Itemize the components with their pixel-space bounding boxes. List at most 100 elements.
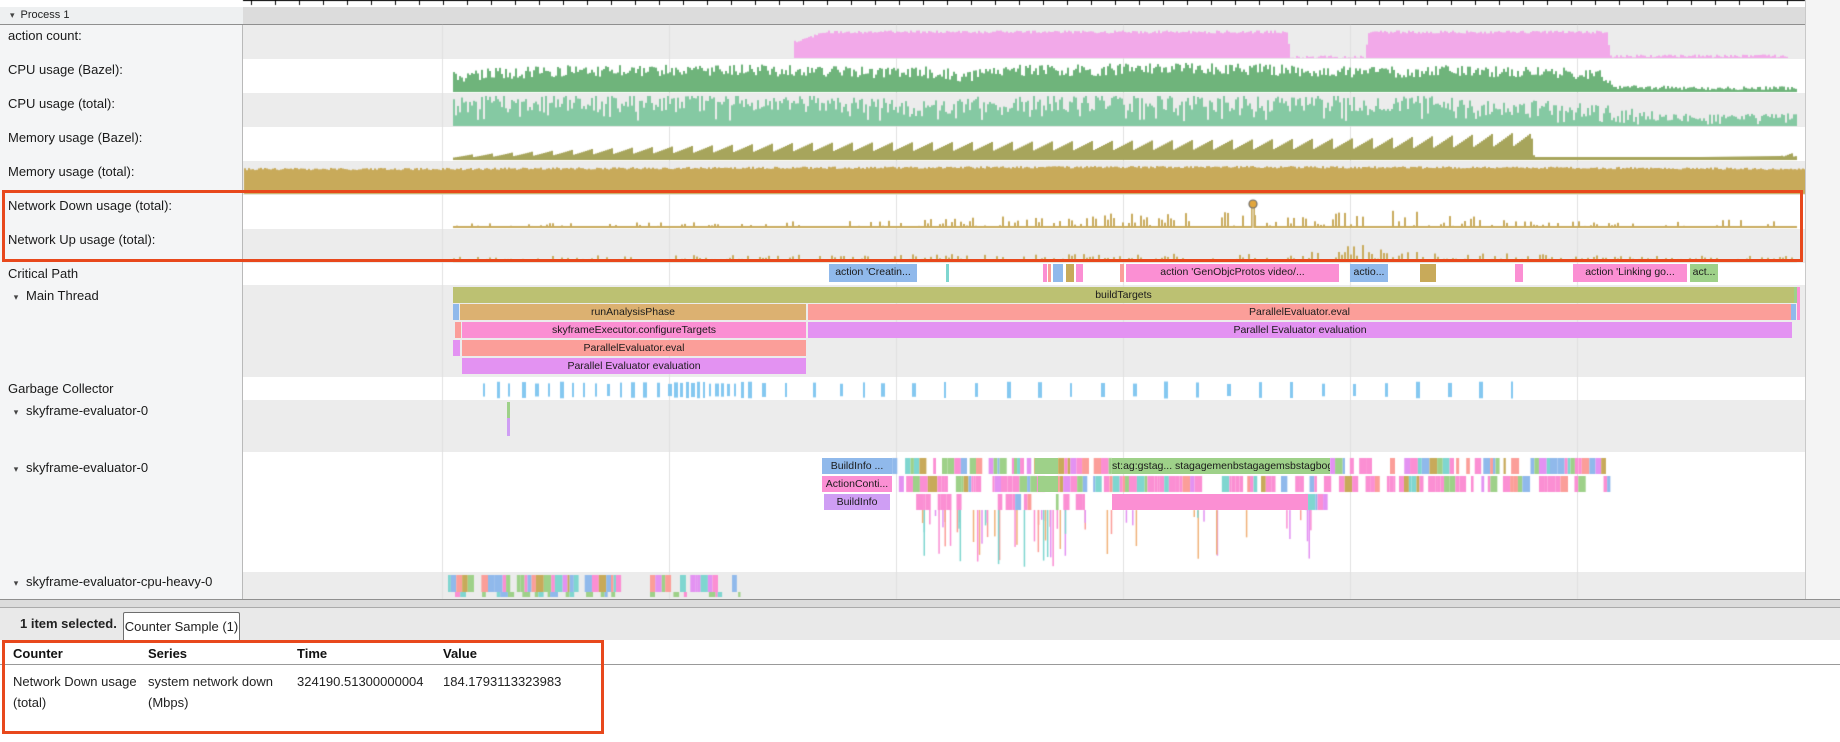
slice-label: runAnalysisPhase [590, 306, 676, 318]
slice-label: Parallel Evaluator evaluation [1233, 324, 1367, 336]
track-label: Memory usage (Bazel): [8, 130, 143, 145]
track-label: action count: [8, 28, 82, 43]
slice-parallelevaluator-eval[interactable]: ParallelEvaluator.eval [808, 304, 1791, 320]
selection-count-label: 1 item selected. [20, 616, 117, 631]
table-cell: Network Down usage (total) [13, 674, 137, 710]
slice-action-linking-go-[interactable]: action 'Linking go... [1573, 264, 1687, 282]
slice-tick[interactable] [1035, 458, 1058, 474]
sidebar-track-skyframe-evaluator-0[interactable]: ▾ skyframe-evaluator-0 [6, 403, 148, 418]
slice-label: Parallel Evaluator evaluation [567, 360, 701, 372]
slice-runanalysisphase[interactable]: runAnalysisPhase [460, 304, 806, 320]
slice-label: BuildInfo [836, 496, 878, 508]
slice-st-ag-gstag-stagagemenbstagage[interactable]: st:ag:gstag... stagagemenbstagagemsbstag… [1112, 458, 1330, 474]
slice-tick[interactable] [1794, 287, 1799, 303]
table-header-value[interactable]: Value [443, 646, 477, 661]
table-cell: system network down (Mbps) [148, 674, 273, 710]
sidebar-track-memory-usage-bazel-[interactable]: Memory usage (Bazel): [6, 130, 142, 145]
sidebar-track-skyframe-evaluator-cpu-heavy-0[interactable]: ▾ skyframe-evaluator-cpu-heavy-0 [6, 574, 213, 589]
table-header-counter[interactable]: Counter [13, 646, 63, 661]
slice-tick[interactable] [1066, 264, 1074, 282]
table-cell: 184.1793113323983 [443, 674, 562, 689]
slice-tick[interactable] [1053, 264, 1063, 282]
track-name-sidebar: action count: CPU usage (Bazel): CPU usage… [0, 25, 243, 599]
sidebar-track-cpu-usage-total-[interactable]: CPU usage (total): [6, 96, 115, 111]
chevron-down-icon[interactable]: ▾ [13, 407, 19, 417]
track-label: Critical Path [8, 266, 79, 281]
slice-skyframeexecutor-configuretarg[interactable]: skyframeExecutor.configureTargets [462, 322, 806, 338]
slice-label: st:ag:gstag... stagagemenbstagagemsbstag… [1112, 460, 1330, 472]
slice-tick[interactable] [1515, 264, 1523, 282]
slice-tick[interactable] [507, 418, 510, 436]
slice-tick[interactable] [455, 322, 461, 338]
slice-tick[interactable] [946, 264, 949, 282]
track-label: Network Down usage (total): [8, 198, 173, 213]
slice-label: action 'Linking go... [1585, 266, 1675, 278]
slice-label: ParallelEvaluator.eval [1249, 306, 1350, 318]
counter-sample-table: Counter Series Time Value Network Down usage… [0, 640, 1840, 742]
slice-label: skyframeExecutor.configureTargets [552, 324, 716, 336]
slice-tick[interactable] [1120, 264, 1124, 282]
slice-actionconti-[interactable]: ActionConti... [822, 476, 892, 492]
slice-parallel-evaluator-evaluation[interactable]: Parallel Evaluator evaluation [462, 358, 806, 374]
sidebar-track-network-up-usage-total-[interactable]: Network Up usage (total): [6, 232, 155, 247]
slice-label: BuildInfo ... [830, 460, 884, 472]
track-label: Garbage Collector [8, 381, 114, 396]
sidebar-track-network-down-usage-total-[interactable]: Network Down usage (total): [6, 198, 172, 213]
track-label: skyframe-evaluator-cpu-heavy-0 [26, 574, 213, 589]
slice-actio-[interactable]: actio... [1350, 264, 1388, 282]
track-label: Main Thread [26, 288, 99, 303]
table-cell: 324190.51300000004 [297, 674, 424, 689]
slice-action-creatin-[interactable]: action 'Creatin... [829, 264, 917, 282]
slice-tick[interactable] [1112, 494, 1308, 510]
track-label: Network Up usage (total): [8, 232, 156, 247]
track-label: skyframe-evaluator-0 [26, 403, 149, 418]
slice-tick[interactable] [1791, 304, 1796, 320]
slice-label: action 'GenObjcProtos video/... [1160, 266, 1305, 278]
slice-tick[interactable] [1797, 287, 1800, 320]
slice-parallelevaluator-eval[interactable]: ParallelEvaluator.eval [462, 340, 806, 356]
slice-label: act... [1692, 266, 1716, 278]
slice-action-genobjcprotos-video-[interactable]: action 'GenObjcProtos video/... [1126, 264, 1339, 282]
slice-tick[interactable] [1048, 264, 1051, 282]
slice-label: actio... [1353, 266, 1385, 278]
track-label: CPU usage (total): [8, 96, 115, 111]
sidebar-track-skyframe-evaluator-0[interactable]: ▾ skyframe-evaluator-0 [6, 460, 148, 475]
table-header-time[interactable]: Time [297, 646, 328, 661]
panel-splitter[interactable] [0, 599, 1840, 608]
slice-tick[interactable] [1420, 264, 1436, 282]
track-label: skyframe-evaluator-0 [26, 460, 149, 475]
slice-tick[interactable] [1043, 264, 1047, 282]
details-tab-strip: 1 item selected. Counter Sample (1) [0, 608, 1840, 640]
slice-parallel-evaluator-evaluation[interactable]: Parallel Evaluator evaluation [808, 322, 1792, 338]
chevron-down-icon[interactable]: ▾ [13, 464, 19, 474]
chevron-down-icon[interactable]: ▾ [13, 292, 19, 302]
table-header-divider [0, 664, 1840, 665]
slice-buildtargets[interactable]: buildTargets [453, 287, 1794, 303]
slice-tick[interactable] [507, 402, 510, 418]
sidebar-track-cpu-usage-bazel-[interactable]: CPU usage (Bazel): [6, 62, 123, 77]
slice-tick[interactable] [1038, 476, 1058, 492]
sidebar-track-garbage-collector[interactable]: Garbage Collector [6, 381, 114, 396]
slice-label: buildTargets [1095, 289, 1152, 301]
slice-tick[interactable] [453, 304, 459, 320]
slice-label: action 'Creatin... [835, 266, 911, 278]
slice-label: ActionConti... [825, 478, 889, 490]
chevron-down-icon[interactable]: ▾ [13, 578, 19, 588]
slice-tick[interactable] [453, 340, 460, 356]
table-header-series[interactable]: Series [148, 646, 188, 661]
sidebar-track-main-thread[interactable]: ▾ Main Thread [6, 288, 99, 303]
tab-counter-sample[interactable]: Counter Sample (1) [123, 612, 240, 640]
slice-label: ParallelEvaluator.eval [583, 342, 685, 354]
slice-buildinfo-[interactable]: BuildInfo ... [822, 458, 892, 474]
slice-buildinfo[interactable]: BuildInfo [824, 494, 890, 510]
sidebar-track-critical-path[interactable]: Critical Path [6, 266, 78, 281]
track-label: Memory usage (total): [8, 164, 135, 179]
sidebar-track-memory-usage-total-[interactable]: Memory usage (total): [6, 164, 134, 179]
slice-tick[interactable] [1076, 264, 1083, 282]
slice-act-[interactable]: act... [1690, 264, 1718, 282]
track-label: CPU usage (Bazel): [8, 62, 123, 77]
right-margin [1805, 0, 1840, 599]
sidebar-track-action-count-[interactable]: action count: [6, 28, 82, 43]
slice-layer: action 'Creatin... action 'GenObjcProtos … [453, 264, 1800, 510]
